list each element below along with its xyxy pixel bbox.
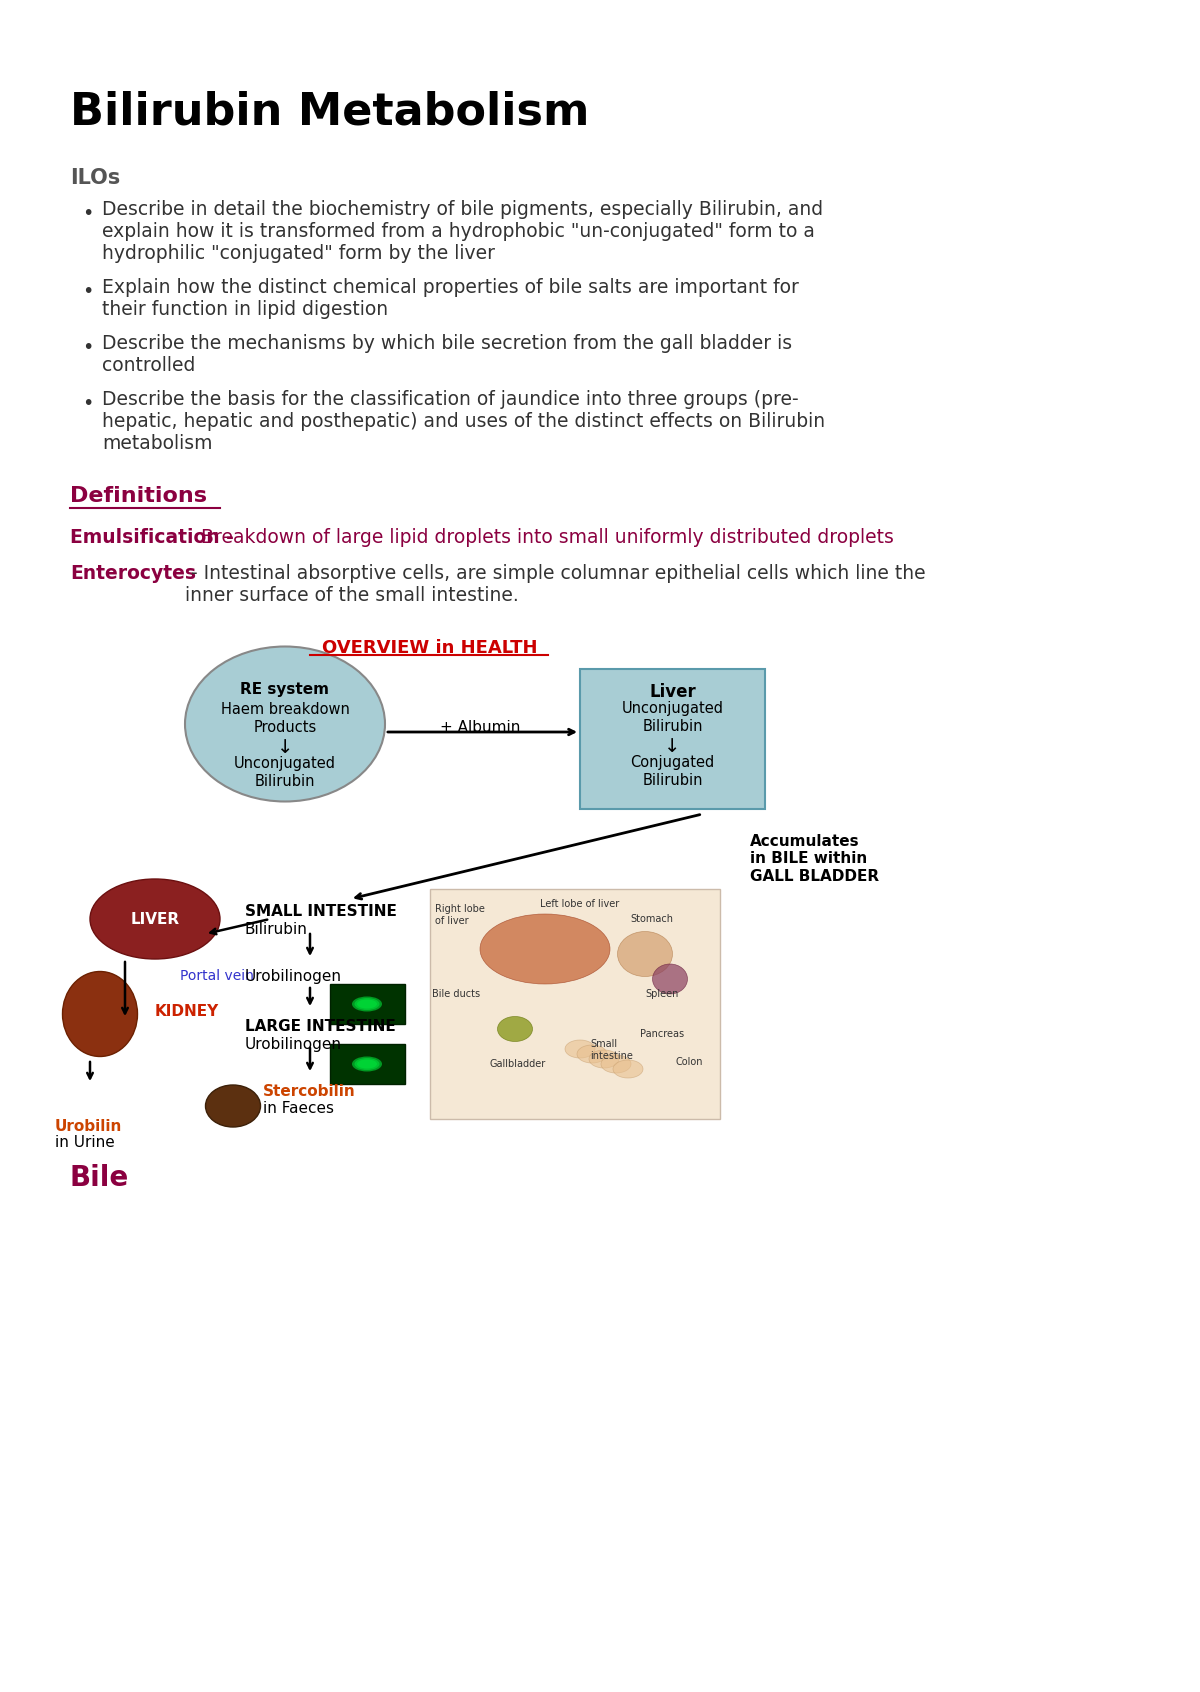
Ellipse shape <box>90 880 220 959</box>
Ellipse shape <box>205 1085 260 1127</box>
Text: Colon: Colon <box>674 1058 702 1068</box>
Ellipse shape <box>618 932 672 976</box>
Text: ↓: ↓ <box>277 738 293 756</box>
Text: Bilirubin Metabolism: Bilirubin Metabolism <box>70 90 589 134</box>
Text: •: • <box>82 205 94 223</box>
Text: Conjugated: Conjugated <box>630 755 715 770</box>
Ellipse shape <box>354 998 379 1010</box>
Ellipse shape <box>62 971 138 1056</box>
Ellipse shape <box>352 1056 382 1071</box>
Ellipse shape <box>653 964 688 993</box>
FancyBboxPatch shape <box>330 985 406 1024</box>
Text: •: • <box>82 394 94 413</box>
Ellipse shape <box>565 1041 595 1058</box>
Ellipse shape <box>601 1056 631 1073</box>
Text: SMALL INTESTINE: SMALL INTESTINE <box>245 904 397 919</box>
Text: •: • <box>82 338 94 357</box>
FancyBboxPatch shape <box>330 1044 406 1085</box>
Text: Unconjugated: Unconjugated <box>234 756 336 772</box>
Text: Stercobilin: Stercobilin <box>263 1085 355 1100</box>
Text: Spleen: Spleen <box>646 990 678 998</box>
Text: ↓: ↓ <box>665 738 680 756</box>
Ellipse shape <box>577 1046 607 1063</box>
FancyBboxPatch shape <box>430 888 720 1118</box>
Text: in Faeces: in Faeces <box>263 1101 334 1117</box>
Text: OVERVIEW in HEALTH: OVERVIEW in HEALTH <box>323 640 538 656</box>
Text: Bilirubin: Bilirubin <box>642 719 703 734</box>
Text: + Albumin: + Albumin <box>440 721 520 734</box>
Ellipse shape <box>354 1058 379 1069</box>
Text: Pancreas: Pancreas <box>640 1029 684 1039</box>
Text: Explain how the distinct chemical properties of bile salts are important for
the: Explain how the distinct chemical proper… <box>102 277 799 320</box>
Text: LIVER: LIVER <box>131 912 180 927</box>
Text: Liver: Liver <box>649 684 696 700</box>
Text: KIDNEY: KIDNEY <box>155 1003 220 1019</box>
Ellipse shape <box>358 1000 377 1008</box>
Ellipse shape <box>589 1051 619 1068</box>
Text: Stomach: Stomach <box>630 914 673 924</box>
Text: Unconjugated: Unconjugated <box>622 700 724 716</box>
Ellipse shape <box>358 1059 377 1069</box>
Text: Haem breakdown: Haem breakdown <box>221 702 349 717</box>
Text: - Intestinal absorptive cells, are simple columnar epithelial cells which line t: - Intestinal absorptive cells, are simpl… <box>185 563 925 606</box>
Text: Left lobe of liver: Left lobe of liver <box>540 898 619 909</box>
Text: RE system: RE system <box>240 682 330 697</box>
Text: Bile: Bile <box>70 1164 130 1191</box>
FancyBboxPatch shape <box>580 668 766 809</box>
Text: Bilirubin: Bilirubin <box>245 922 308 937</box>
Text: Right lobe
of liver: Right lobe of liver <box>436 904 485 926</box>
Text: Definitions: Definitions <box>70 486 208 506</box>
Text: Describe the basis for the classification of jaundice into three groups (pre-
he: Describe the basis for the classificatio… <box>102 389 826 453</box>
Text: Bilirubin: Bilirubin <box>642 773 703 788</box>
Text: Gallbladder: Gallbladder <box>490 1059 546 1069</box>
Text: Portal vein: Portal vein <box>180 970 254 983</box>
Text: Urobilinogen: Urobilinogen <box>245 970 342 985</box>
Text: Small
intestine: Small intestine <box>590 1039 632 1061</box>
Text: Urobilin: Urobilin <box>55 1118 122 1134</box>
Ellipse shape <box>480 914 610 985</box>
Text: Breakdown of large lipid droplets into small uniformly distributed droplets: Breakdown of large lipid droplets into s… <box>194 528 894 547</box>
Text: Describe in detail the biochemistry of bile pigments, especially Bilirubin, and
: Describe in detail the biochemistry of b… <box>102 200 823 262</box>
Text: Emulsification -: Emulsification - <box>70 528 234 547</box>
Text: Urobilinogen: Urobilinogen <box>245 1037 342 1052</box>
Ellipse shape <box>613 1059 643 1078</box>
Text: •: • <box>82 283 94 301</box>
Text: Products: Products <box>253 721 317 734</box>
Text: Bilirubin: Bilirubin <box>254 773 316 788</box>
Text: LARGE INTESTINE: LARGE INTESTINE <box>245 1019 396 1034</box>
Text: Describe the mechanisms by which bile secretion from the gall bladder is
control: Describe the mechanisms by which bile se… <box>102 333 792 376</box>
Ellipse shape <box>185 646 385 802</box>
Text: Accumulates
in BILE within
GALL BLADDER: Accumulates in BILE within GALL BLADDER <box>750 834 880 883</box>
Text: Bile ducts: Bile ducts <box>432 990 480 998</box>
Text: ILOs: ILOs <box>70 168 120 188</box>
Text: Enterocytes: Enterocytes <box>70 563 196 584</box>
Ellipse shape <box>498 1017 533 1042</box>
Text: in Urine: in Urine <box>55 1135 115 1151</box>
Ellipse shape <box>352 997 382 1012</box>
